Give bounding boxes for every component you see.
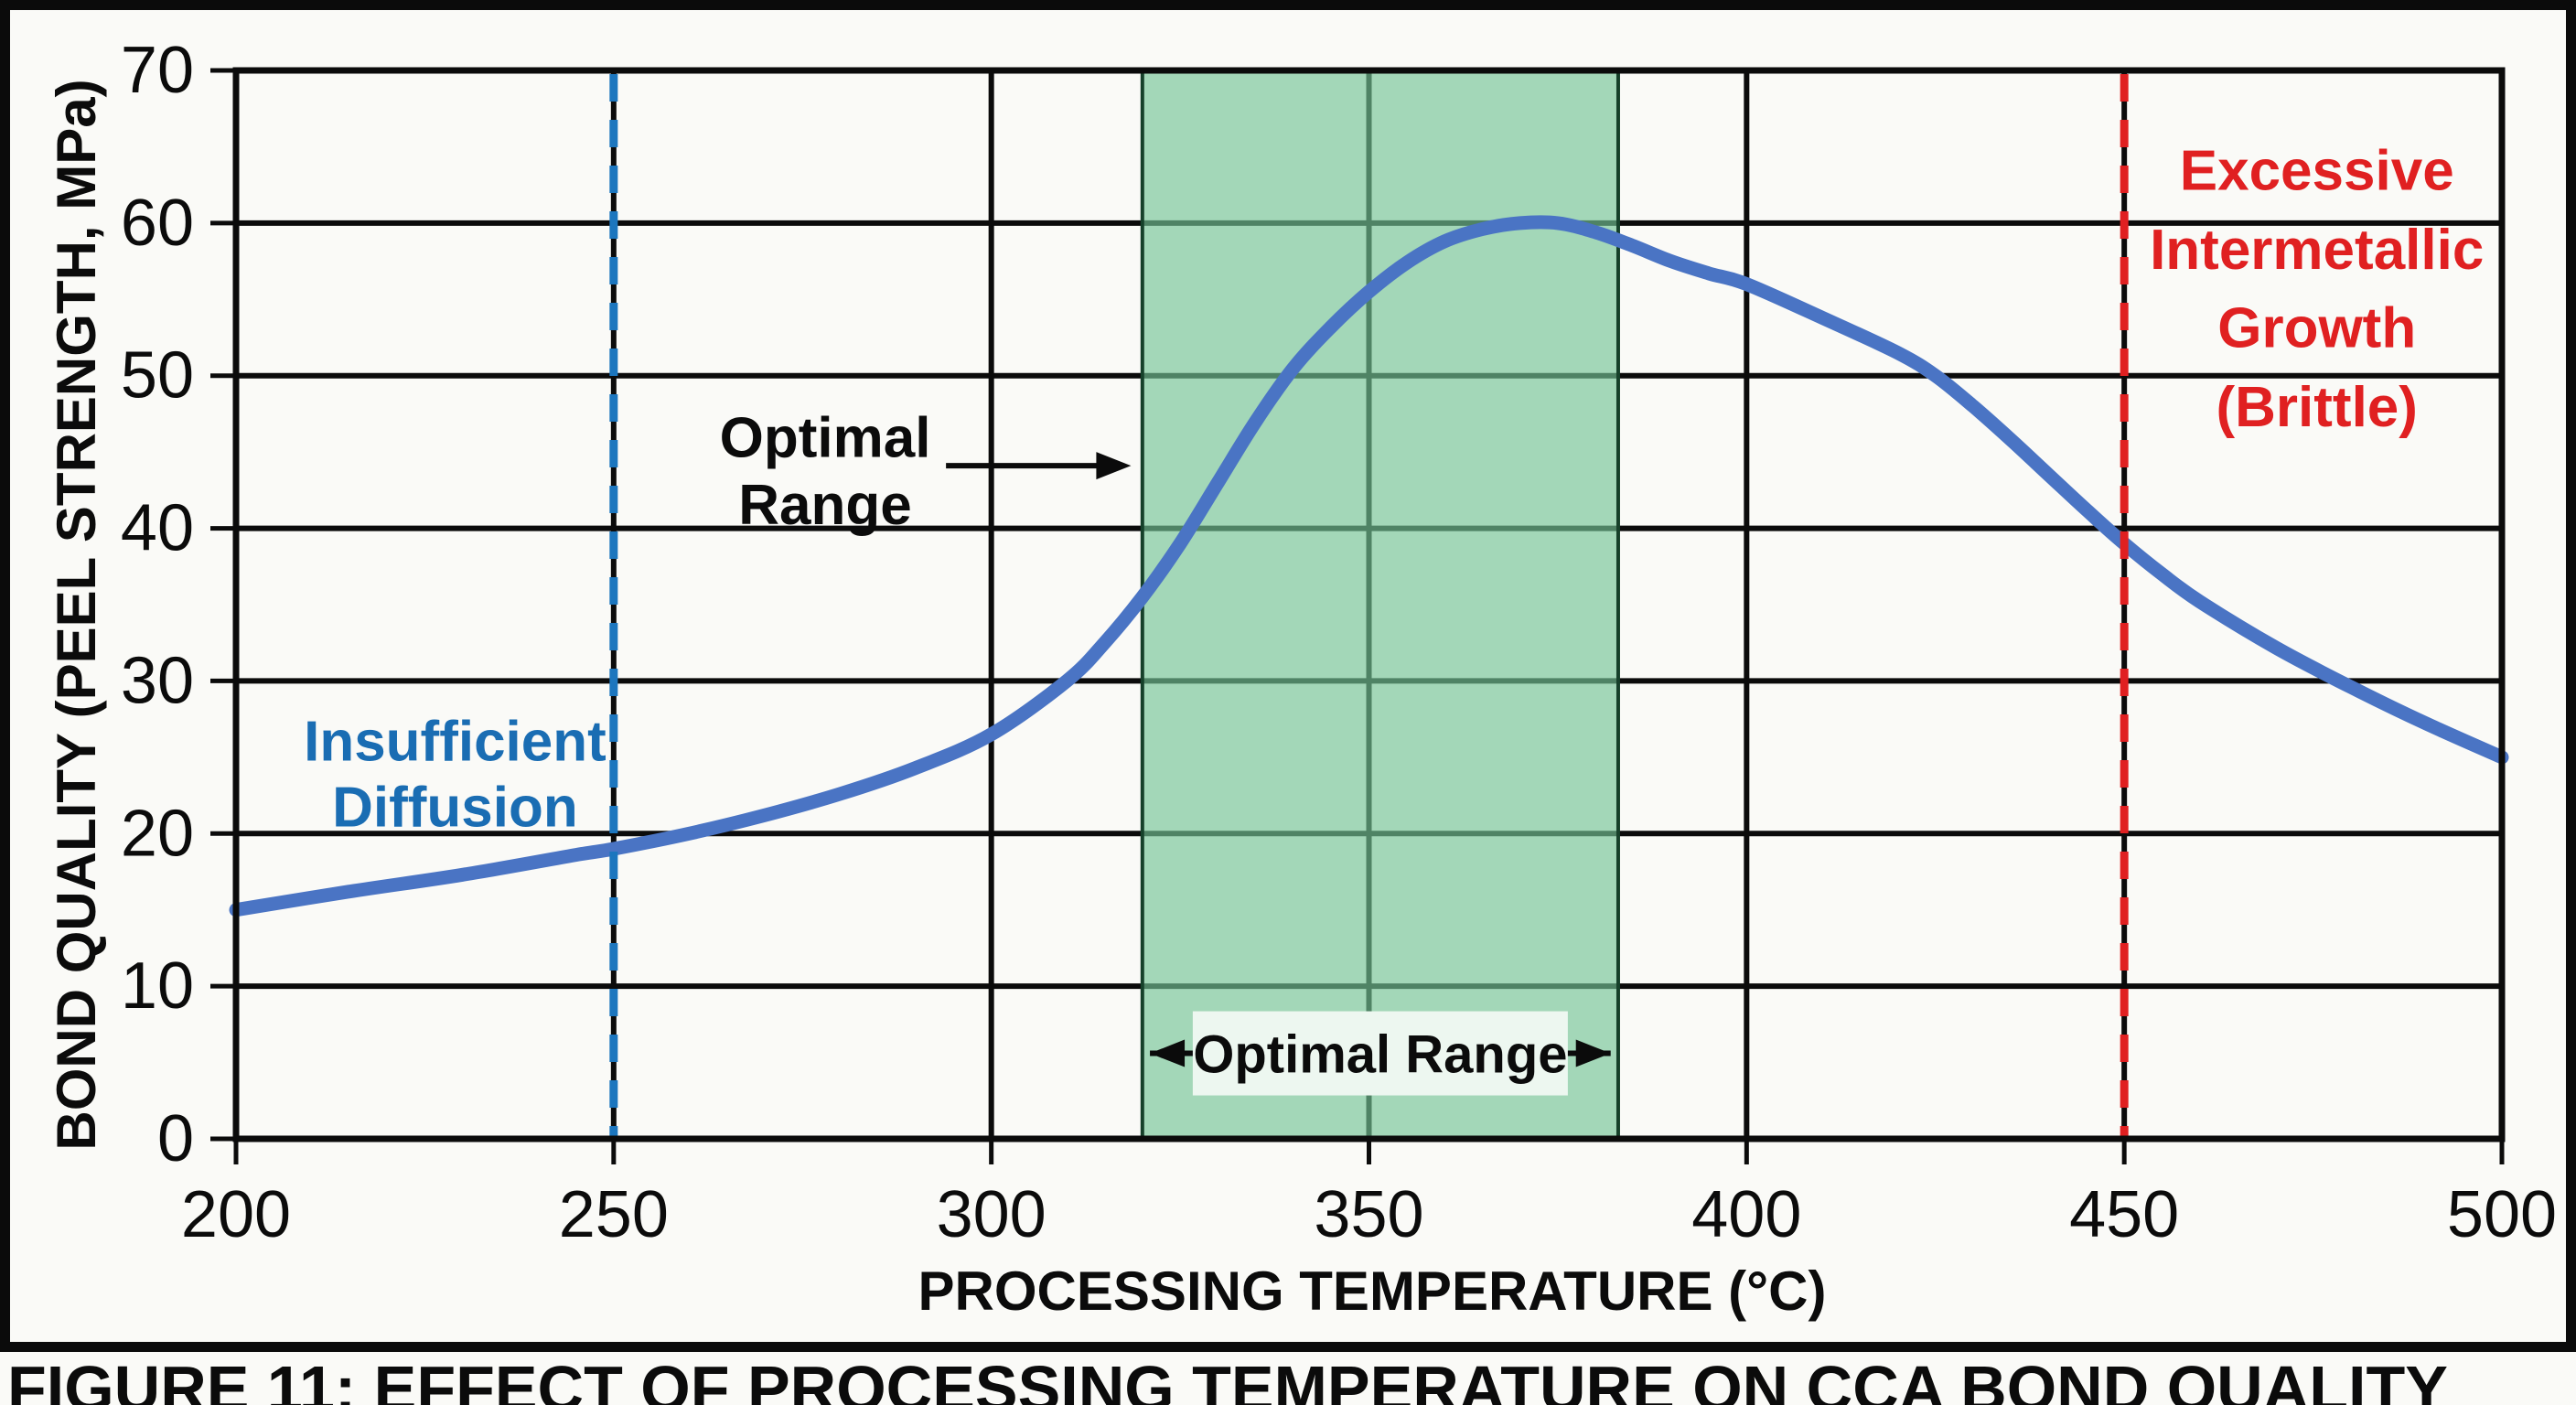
optimal_range_callout-line-1: Optimal: [720, 406, 931, 469]
figure-caption: FIGURE 11: EFFECT OF PROCESSING TEMPERAT…: [7, 1353, 2448, 1405]
y-tick-label: 40: [121, 492, 194, 565]
y-tick-label: 20: [121, 797, 194, 870]
optimal-range-band: [1142, 70, 1618, 1139]
x-axis-title: PROCESSING TEMPERATURE (°C): [918, 1260, 1827, 1322]
x-tick-label: 300: [937, 1178, 1046, 1251]
arrowhead: [1150, 1039, 1186, 1067]
axes-layer: [210, 67, 2506, 1164]
optimal_range_callout-line-2: Range: [738, 474, 911, 537]
x-tick-label: 200: [181, 1178, 291, 1251]
optimal-range-band-label-bg: [1192, 1011, 1568, 1096]
bond-quality-curve: [229, 215, 2509, 917]
excessive_intermetallic-line-2: Intermetallic: [2150, 219, 2484, 282]
y-tick-label: 10: [121, 949, 194, 1023]
tick-labels-layer: 200 250 300 350 400 450 500 0 10 20 30 40 50 60 70: [121, 34, 2557, 1251]
optimal-range-band-label: Optimal Range: [1193, 1025, 1567, 1085]
excessive_intermetallic-line-3: Growth: [2217, 296, 2416, 359]
figure-frame: [0, 0, 2576, 1352]
y-tick-label: 60: [121, 187, 194, 260]
x-tick-label: 350: [1314, 1178, 1423, 1251]
arrowhead: [1575, 1039, 1611, 1067]
x-tick-label: 250: [559, 1178, 669, 1251]
insufficient_diffusion-line-1: Insufficient: [304, 711, 606, 774]
insufficient_diffusion-line-2: Diffusion: [332, 776, 578, 839]
y-tick-label: 70: [121, 34, 194, 107]
optimal-band-layer: [1140, 70, 1620, 1139]
y-tick-label: 30: [121, 644, 194, 717]
reference-lines-layer: [609, 74, 2129, 1137]
x-tick-label: 400: [1691, 1178, 1801, 1251]
x-tick-label: 500: [2447, 1178, 2557, 1251]
arrowhead: [1096, 452, 1132, 480]
x-tick-label: 450: [2069, 1178, 2179, 1251]
excessive_intermetallic-line-4: (Brittle): [2216, 376, 2418, 439]
curve-layer: [229, 215, 2509, 917]
excessive_intermetallic-line-1: Excessive: [2180, 139, 2454, 202]
y-tick-label: 50: [121, 339, 194, 413]
y-axis-title: BOND QUALITY (PEEL STRENGTH, MPa): [46, 79, 107, 1150]
y-tick-label: 0: [157, 1102, 194, 1175]
